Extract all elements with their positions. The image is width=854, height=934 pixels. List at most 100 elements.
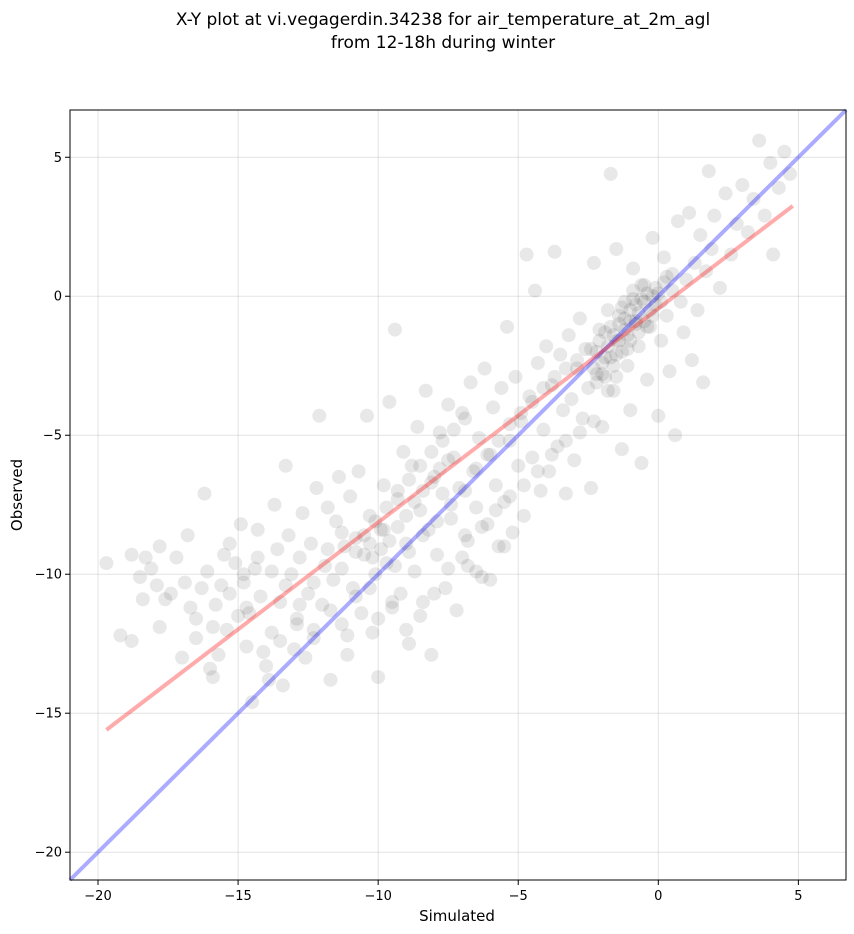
- data-point-181: [654, 333, 669, 348]
- data-point-58: [309, 481, 324, 496]
- data-point-341: [413, 608, 428, 623]
- data-point-60: [315, 597, 330, 612]
- data-point-40: [259, 658, 274, 673]
- data-point-282: [435, 433, 450, 448]
- data-point-75: [357, 547, 372, 562]
- data-point-165: [609, 241, 624, 256]
- data-point-109: [452, 481, 467, 496]
- data-point-33: [236, 575, 251, 590]
- data-point-215: [589, 344, 604, 359]
- data-point-28: [219, 622, 234, 637]
- data-point-61: [317, 558, 332, 573]
- data-point-309: [292, 597, 307, 612]
- data-point-274: [441, 453, 456, 468]
- data-point-76: [359, 408, 374, 423]
- data-point-163: [603, 166, 618, 181]
- reference-lines: [68, 108, 848, 882]
- data-point-313: [348, 589, 363, 604]
- data-point-62: [320, 500, 335, 515]
- data-point-182: [656, 250, 671, 265]
- data-points: [99, 133, 797, 710]
- data-point-264: [665, 283, 680, 298]
- data-point-305: [236, 567, 251, 582]
- data-point-193: [687, 255, 702, 270]
- data-point-72: [348, 531, 363, 546]
- data-point-339: [497, 539, 512, 554]
- data-point-297: [491, 433, 506, 448]
- data-point-159: [592, 322, 607, 337]
- data-point-323: [323, 603, 338, 618]
- data-point-22: [203, 661, 218, 676]
- data-point-168: [617, 294, 632, 309]
- data-point-97: [418, 383, 433, 398]
- data-point-331: [544, 447, 559, 462]
- data-point-285: [334, 561, 349, 576]
- data-point-325: [460, 533, 475, 548]
- data-point-219: [612, 317, 627, 332]
- data-point-324: [340, 628, 355, 643]
- data-point-229: [609, 347, 624, 362]
- data-point-255: [600, 383, 615, 398]
- data-point-249: [623, 314, 638, 329]
- data-point-30: [228, 556, 243, 571]
- data-point-118: [477, 361, 492, 376]
- data-point-199: [704, 241, 719, 256]
- data-point-196: [696, 375, 711, 390]
- data-point-132: [516, 508, 531, 523]
- data-point-275: [357, 528, 372, 543]
- data-point-92: [404, 458, 419, 473]
- data-point-151: [570, 361, 585, 376]
- data-point-228: [603, 319, 618, 334]
- data-point-248: [617, 322, 632, 337]
- data-point-175: [637, 278, 652, 293]
- data-point-68: [337, 539, 352, 554]
- data-point-278: [390, 483, 405, 498]
- data-point-311: [320, 542, 335, 557]
- data-point-276: [368, 514, 383, 529]
- data-point-192: [684, 353, 699, 368]
- data-point-90: [399, 536, 414, 551]
- data-point-322: [306, 622, 321, 637]
- data-point-337: [469, 564, 484, 579]
- data-point-177: [642, 319, 657, 334]
- data-point-333: [572, 425, 587, 440]
- data-point-205: [735, 178, 750, 193]
- data-point-94: [410, 419, 425, 434]
- data-point-238: [606, 358, 621, 373]
- data-point-57: [306, 631, 321, 646]
- data-point-281: [424, 444, 439, 459]
- data-point-212: [771, 180, 786, 195]
- data-point-82: [376, 478, 391, 493]
- data-point-239: [612, 308, 627, 323]
- data-point-317: [222, 586, 237, 601]
- data-point-267: [382, 533, 397, 548]
- data-point-320: [273, 633, 288, 648]
- data-point-197: [698, 264, 713, 279]
- y-tick-label-4: 0: [54, 290, 62, 305]
- data-point-221: [623, 303, 638, 318]
- data-point-79: [368, 567, 383, 582]
- data-point-191: [682, 205, 697, 220]
- data-point-147: [558, 486, 573, 501]
- data-point-303: [558, 361, 573, 376]
- data-point-86: [387, 322, 402, 337]
- data-point-206: [740, 225, 755, 240]
- data-point-265: [365, 550, 380, 565]
- data-point-184: [662, 364, 677, 379]
- data-point-273: [432, 461, 447, 476]
- data-point-272: [424, 475, 439, 490]
- data-point-93: [407, 564, 422, 579]
- data-point-115: [469, 500, 484, 515]
- data-point-66: [331, 469, 346, 484]
- data-point-105: [441, 397, 456, 412]
- data-point-185: [665, 267, 680, 282]
- data-point-161: [598, 350, 613, 365]
- data-point-83: [379, 556, 394, 571]
- data-point-338: [483, 572, 498, 587]
- data-point-198: [701, 164, 716, 179]
- data-point-103: [435, 486, 450, 501]
- data-point-48: [281, 528, 296, 543]
- data-point-214: [782, 166, 797, 181]
- data-point-43: [267, 497, 282, 512]
- data-point-268: [390, 519, 405, 534]
